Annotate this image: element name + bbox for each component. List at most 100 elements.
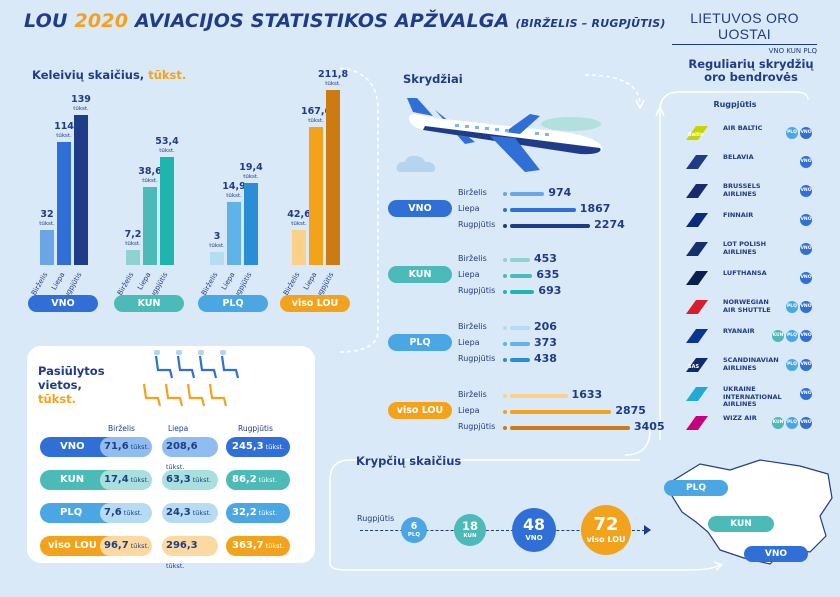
flights-pill-3: viso LOU [388, 402, 452, 419]
flights-bar [510, 394, 568, 398]
bar-kun-1 [143, 186, 157, 265]
seats-value: 208,6 [166, 441, 198, 452]
flights-value: 206 [534, 320, 557, 333]
flights-value: 438 [534, 352, 557, 365]
airline-airport-badge: KUN [772, 330, 784, 342]
flights-dot [503, 394, 507, 398]
airline-name: SCANDINAVIAN AIRLINES [723, 356, 779, 372]
airline-airport-badge: VNO [800, 301, 812, 313]
flights-month: Liepa [458, 338, 480, 347]
directions-circle-1: 18 KUN [454, 514, 486, 546]
flights-dot [503, 192, 507, 196]
airline-airport-badge: VNO [800, 272, 812, 284]
bar-unit: tūkst. [159, 148, 175, 154]
airline-airport-badge: PLQ [786, 359, 798, 371]
flights-bar [510, 224, 591, 228]
seats-value: 32,2 [232, 507, 257, 518]
airline-airport-badge: VNO [800, 156, 812, 168]
seats-value: 245,3 [232, 441, 264, 452]
seats-unit: tūkst. [121, 509, 143, 517]
passengers-pill-3: viso LOU [280, 295, 350, 312]
seats-unit: tūkst. [263, 443, 285, 451]
airline-name: WIZZ AIR [723, 414, 757, 422]
directions-circle-2: 48 VNO [512, 508, 556, 552]
passengers-pill-1: KUN [114, 295, 184, 312]
flights-dot [503, 224, 507, 228]
airline-name: FINNAIR [723, 211, 754, 219]
bar-value: 14,9 [222, 181, 246, 193]
flights-value: 373 [534, 336, 557, 349]
airline-airport-badge: VNO [800, 388, 812, 400]
seats-title: Pasiūlytos vietos, tūkst. [38, 364, 105, 406]
seats-unit: tūkst. [256, 509, 278, 517]
airlines-month: Rugpjūtis [713, 100, 757, 109]
seats-cell: 17,4 tūkst. [100, 470, 152, 490]
airline-airport-badge: PLQ [786, 417, 798, 429]
seats-value: 17,4 [104, 474, 129, 485]
airline-logo-text: Baltic [688, 132, 704, 138]
bar-unit: tūkst. [142, 177, 158, 184]
seats-value: 24,3 [166, 507, 191, 518]
airline-logo-icon [684, 298, 710, 316]
bar-unit: tūkst. [243, 174, 259, 180]
flights-dot [503, 326, 507, 330]
airline-logo-icon [684, 269, 710, 287]
seats-unit: tūkst. [128, 476, 150, 484]
airline-row: RYANAIR KUN PLQ VNO [684, 325, 814, 347]
flights-month: Birželis [458, 390, 487, 399]
flights-value: 1867 [579, 202, 611, 215]
directions-label: viso LOU [586, 535, 626, 544]
airline-airport-badge: VNO [800, 214, 812, 226]
seats-value: 296,3 [166, 540, 198, 551]
flights-bar [510, 208, 576, 212]
airline-logo-icon [684, 385, 710, 403]
seats-cell: 7,6 tūkst. [100, 503, 152, 523]
airline-name: BELAVIA [723, 153, 754, 161]
airline-airport-badge: VNO [800, 330, 812, 342]
bar-unit: tūkst. [125, 241, 141, 248]
cloud-icon [396, 155, 436, 172]
bar-unit: tūkst. [291, 220, 307, 227]
seats-month-header: Birželis [108, 424, 135, 433]
passengers-pill-0: VNO [28, 295, 98, 312]
airline-row: LUFTHANSA VNO [684, 267, 814, 289]
bar-value: 38,6 [138, 165, 162, 177]
flights-pill-2: PLQ [388, 334, 452, 351]
airline-logo-icon [684, 327, 710, 345]
seats-unit: tūkst. [166, 463, 185, 471]
bar-value: 42,6 [287, 208, 311, 220]
flights-month: Birželis [458, 322, 487, 331]
flights-bar [510, 258, 530, 262]
bar-viso-lou-2 [326, 90, 340, 265]
flights-month: Rugpjūtis [458, 422, 496, 431]
flights-value: 693 [538, 284, 562, 297]
airplane-icon [407, 98, 603, 172]
bar-value: 53,4 [155, 136, 179, 147]
seats-value: 71,6 [104, 441, 129, 452]
seats-cell: 63,3 tūkst. [162, 470, 218, 490]
flights-value: 3405 [634, 420, 665, 433]
airline-logo-text: SAS [688, 364, 700, 370]
seats-unit: tūkst. [166, 562, 185, 570]
seats-value: 7,6 [104, 507, 122, 518]
flights-bar [510, 426, 630, 430]
map-label-vno: VNO [744, 546, 808, 562]
seats-unit: tūkst. [263, 542, 285, 550]
flights-month: Birželis [458, 254, 487, 263]
airline-row: SAS SCANDINAVIAN AIRLINES PLQ VNO [684, 354, 814, 376]
flights-month: Birželis [458, 188, 487, 197]
directions-circle-0: 6 PLQ [401, 517, 427, 543]
airline-airport-badge: PLQ [786, 330, 798, 342]
airline-row: NORWEGIAN AIR SHUTTLE PLQ VNO [684, 296, 814, 318]
flights-value: 453 [534, 252, 557, 265]
airline-airport-badge: PLQ [786, 127, 798, 139]
flights-value: 1633 [571, 388, 603, 401]
flights-value: 2875 [615, 404, 646, 417]
bar-value: 19,4 [239, 162, 263, 173]
airline-logo-icon [684, 182, 710, 200]
bar-value: 114 [54, 120, 74, 132]
directions-value: 72 [593, 514, 619, 535]
